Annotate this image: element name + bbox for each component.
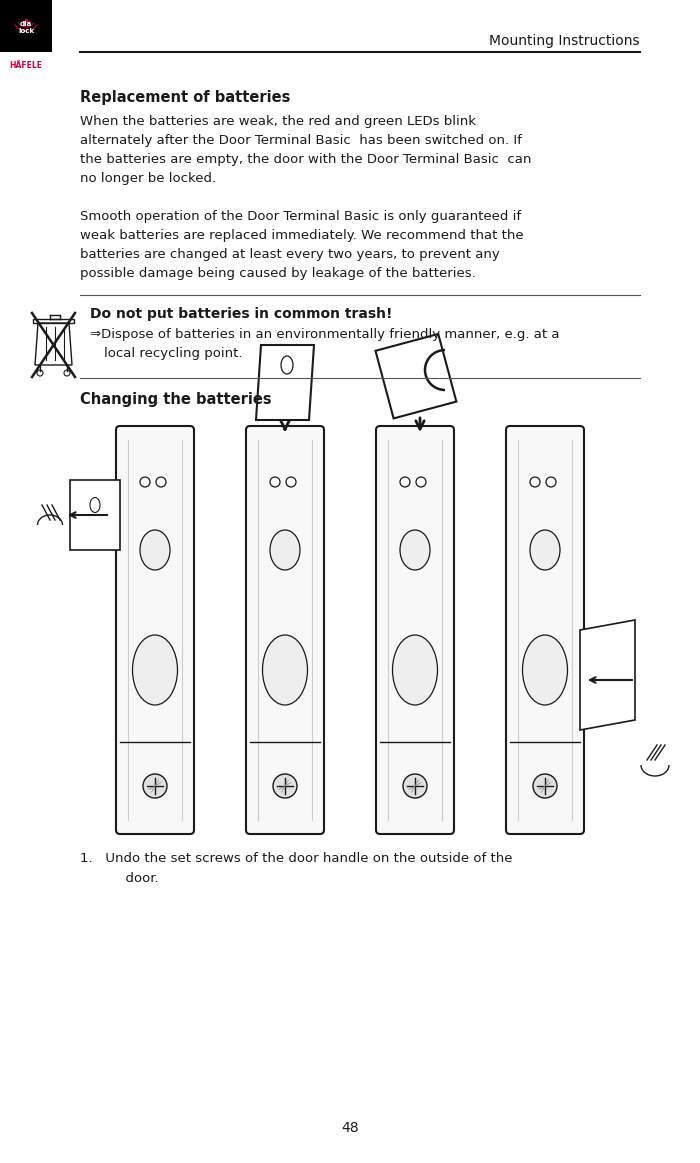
Circle shape <box>270 477 280 487</box>
Text: local recycling point.: local recycling point. <box>104 347 242 361</box>
Circle shape <box>403 775 427 798</box>
Text: door.: door. <box>100 872 159 885</box>
Ellipse shape <box>522 635 568 705</box>
Ellipse shape <box>140 530 170 570</box>
Text: lock: lock <box>18 28 34 34</box>
Polygon shape <box>375 334 456 419</box>
Polygon shape <box>70 480 120 550</box>
Text: HÄFELE: HÄFELE <box>10 60 43 70</box>
Bar <box>0 0 52 52</box>
Ellipse shape <box>132 635 178 705</box>
FancyBboxPatch shape <box>116 426 194 834</box>
Ellipse shape <box>393 635 438 705</box>
Text: Smooth operation of the Door Terminal Basic is only guaranteed if: Smooth operation of the Door Terminal Ba… <box>80 211 521 223</box>
Circle shape <box>400 477 410 487</box>
Circle shape <box>156 477 166 487</box>
Circle shape <box>530 477 540 487</box>
Polygon shape <box>256 345 314 420</box>
Ellipse shape <box>530 530 560 570</box>
Ellipse shape <box>262 635 307 705</box>
Text: the batteries are empty, the door with the Door Terminal Basic  can: the batteries are empty, the door with t… <box>80 154 531 166</box>
Text: Changing the batteries: Changing the batteries <box>80 392 272 407</box>
Text: 48: 48 <box>341 1121 359 1135</box>
Ellipse shape <box>270 530 300 570</box>
Text: Replacement of batteries: Replacement of batteries <box>80 90 290 105</box>
FancyBboxPatch shape <box>506 426 584 834</box>
Text: possible damage being caused by leakage of the batteries.: possible damage being caused by leakage … <box>80 267 476 280</box>
FancyBboxPatch shape <box>376 426 454 834</box>
Text: When the batteries are weak, the red and green LEDs blink: When the batteries are weak, the red and… <box>80 115 476 128</box>
FancyBboxPatch shape <box>246 426 324 834</box>
Circle shape <box>546 477 556 487</box>
Circle shape <box>416 477 426 487</box>
Ellipse shape <box>400 530 430 570</box>
Text: ⇒Dispose of batteries in an environmentally friendly manner, e.g. at a: ⇒Dispose of batteries in an environmenta… <box>90 328 559 341</box>
Text: Do not put batteries in common trash!: Do not put batteries in common trash! <box>90 307 393 321</box>
Text: Mounting Instructions: Mounting Instructions <box>489 34 640 48</box>
Text: weak batteries are replaced immediately. We recommend that the: weak batteries are replaced immediately.… <box>80 229 524 242</box>
Text: 1.   Undo the set screws of the door handle on the outside of the: 1. Undo the set screws of the door handl… <box>80 852 512 865</box>
Circle shape <box>273 775 297 798</box>
Circle shape <box>143 775 167 798</box>
Circle shape <box>286 477 296 487</box>
Circle shape <box>140 477 150 487</box>
Polygon shape <box>580 620 635 730</box>
Circle shape <box>533 775 557 798</box>
Text: dia: dia <box>20 21 32 27</box>
Text: batteries are changed at least every two years, to prevent any: batteries are changed at least every two… <box>80 248 500 261</box>
Text: alternately after the Door Terminal Basic  has been switched on. If: alternately after the Door Terminal Basi… <box>80 134 522 147</box>
Text: no longer be locked.: no longer be locked. <box>80 172 216 185</box>
